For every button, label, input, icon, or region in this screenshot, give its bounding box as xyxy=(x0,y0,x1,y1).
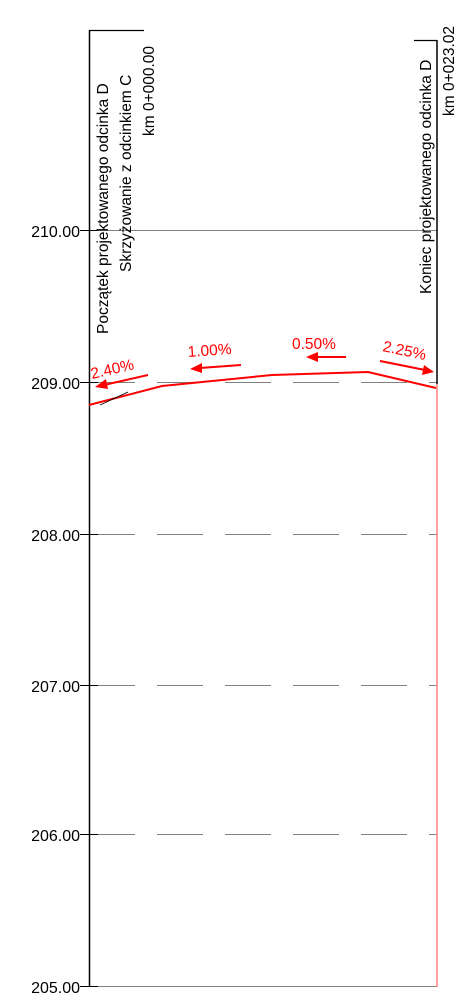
elevation-label-210: 210.00 xyxy=(31,224,80,241)
road-profile-line xyxy=(88,370,437,406)
start-annotation-line2: Skrzyżowanie z odcinkiem C xyxy=(118,75,135,272)
slope-label-2: 1.00% xyxy=(187,341,232,361)
slope-label-4: 2.25% xyxy=(381,338,428,364)
end-annotation-line2: km 0+023.02 xyxy=(441,26,458,116)
elevation-label-206: 206.00 xyxy=(31,828,80,845)
slope-label-3: 0.50% xyxy=(292,336,336,353)
elevation-label-208: 208.00 xyxy=(31,528,80,545)
elevation-label-205: 205.00 xyxy=(31,980,80,997)
start-annotation-line1: Początek projektowanego odcinka D xyxy=(95,83,112,334)
slope-arrow-3 xyxy=(306,352,346,362)
slope-arrow-1 xyxy=(95,374,149,389)
elevation-label-207: 207.00 xyxy=(31,679,80,696)
profile-start-marker xyxy=(99,391,129,406)
elevation-label-209: 209.00 xyxy=(31,376,80,393)
start-annotation-line3: km 0+000.00 xyxy=(141,46,158,136)
slope-arrow-4 xyxy=(379,360,434,375)
slope-arrow-2 xyxy=(190,363,242,373)
end-annotation-line1: Koniec projektowanego odcinka D xyxy=(418,60,435,294)
